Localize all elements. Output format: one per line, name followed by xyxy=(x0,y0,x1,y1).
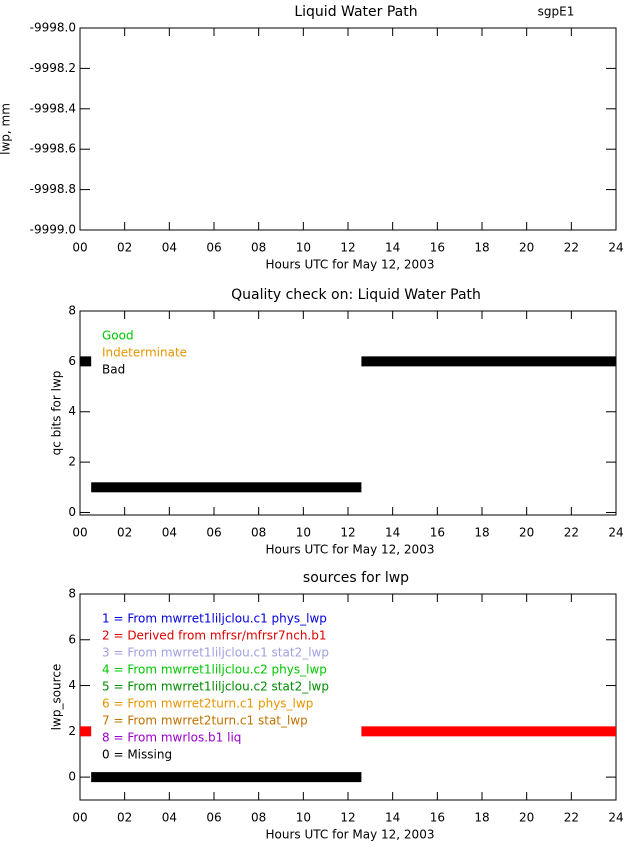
x-tick-label: 18 xyxy=(474,241,489,255)
x-tick-label: 00 xyxy=(72,811,87,825)
y-tick-label: -9998.4 xyxy=(30,101,76,115)
x-tick-label: 18 xyxy=(474,811,489,825)
x-tick-label: 18 xyxy=(474,526,489,540)
chart-title: sources for lwp xyxy=(303,570,409,586)
legend-entry: 3 = From mwrret1liljclou.c1 stat2_lwp xyxy=(102,646,329,660)
y-tick-label: 4 xyxy=(68,678,76,692)
legend-entry: 2 = Derived from mfrsr/mfrsr7nch.b1 xyxy=(102,629,326,643)
y-tick-label: -9998.8 xyxy=(30,182,76,196)
chart-title: Quality check on: Liquid Water Path xyxy=(231,287,481,303)
x-tick-label: 02 xyxy=(117,241,132,255)
chart-title: Liquid Water Path xyxy=(294,4,417,20)
x-tick-label: 14 xyxy=(385,526,400,540)
bar xyxy=(361,356,616,367)
y-axis-label: lwp, mm xyxy=(0,103,13,155)
x-tick-label: 12 xyxy=(340,526,355,540)
y-tick-label: 4 xyxy=(68,404,76,418)
x-tick-label: 16 xyxy=(430,526,445,540)
x-tick-label: 24 xyxy=(608,811,623,825)
x-tick-label: 08 xyxy=(251,241,266,255)
x-tick-label: 22 xyxy=(564,526,579,540)
legend-entry: 5 = From mwrret1liljclou.c2 stat2_lwp xyxy=(102,680,329,694)
y-tick-label: 8 xyxy=(68,587,76,601)
y-tick-label: 6 xyxy=(68,632,76,646)
x-tick-label: 04 xyxy=(162,526,177,540)
x-tick-label: 20 xyxy=(519,241,534,255)
legend-entry: 6 = From mwrret2turn.c1 phys_lwp xyxy=(102,697,313,711)
legend-entry: Bad xyxy=(102,363,125,377)
y-tick-label: 8 xyxy=(68,304,76,318)
y-tick-label: 6 xyxy=(68,354,76,368)
x-tick-label: 12 xyxy=(340,241,355,255)
y-tick-label: -9998.0 xyxy=(30,21,76,35)
x-tick-label: 12 xyxy=(340,811,355,825)
bar xyxy=(361,726,616,737)
x-tick-label: 04 xyxy=(162,241,177,255)
x-tick-label: 08 xyxy=(251,526,266,540)
y-tick-label: -9999.0 xyxy=(30,223,76,237)
y-tick-label: -9998.6 xyxy=(30,142,76,156)
x-tick-label: 14 xyxy=(385,811,400,825)
legend-entry: 1 = From mwrret1liljclou.c1 phys_lwp xyxy=(102,612,327,626)
y-tick-label: 0 xyxy=(68,505,76,519)
plot-frame xyxy=(79,27,617,231)
x-tick-label: 10 xyxy=(296,241,311,255)
x-tick-label: 22 xyxy=(564,241,579,255)
y-tick-label: 0 xyxy=(68,770,76,784)
y-tick-label: 2 xyxy=(68,455,76,469)
x-tick-label: 14 xyxy=(385,241,400,255)
bar xyxy=(91,482,362,493)
bar xyxy=(80,726,92,737)
x-tick-label: 10 xyxy=(296,526,311,540)
y-axis-label: lwp_source xyxy=(50,664,64,731)
x-tick-label: 24 xyxy=(608,241,623,255)
legend-entry: Good xyxy=(102,329,134,343)
legend-entry: 0 = Missing xyxy=(102,748,172,762)
x-tick-label: 20 xyxy=(519,811,534,825)
bar xyxy=(80,356,92,367)
y-tick-label: 2 xyxy=(68,724,76,738)
x-tick-label: 06 xyxy=(206,811,221,825)
x-tick-label: 00 xyxy=(72,241,87,255)
x-tick-label: 02 xyxy=(117,811,132,825)
x-tick-label: 08 xyxy=(251,811,266,825)
legend-entry: 8 = From mwrlos.b1 liq xyxy=(102,731,241,745)
x-tick-label: 16 xyxy=(430,241,445,255)
x-tick-label: 16 xyxy=(430,811,445,825)
bar xyxy=(91,772,362,783)
x-tick-label: 02 xyxy=(117,526,132,540)
x-tick-label: 24 xyxy=(608,526,623,540)
annotation: sgpE1 xyxy=(538,5,575,19)
x-tick-label: 00 xyxy=(72,526,87,540)
x-tick-label: 06 xyxy=(206,526,221,540)
legend-entry: 7 = From mwrret2turn.c1 stat_lwp xyxy=(102,714,308,728)
x-tick-label: 04 xyxy=(162,811,177,825)
x-axis-label: Hours UTC for May 12, 2003 xyxy=(266,258,435,272)
x-tick-label: 22 xyxy=(564,811,579,825)
legend-entry: Indeterminate xyxy=(102,346,187,360)
legend-entry: 4 = From mwrret1liljclou.c2 phys_lwp xyxy=(102,663,327,677)
y-tick-label: -9998.2 xyxy=(30,61,76,75)
y-axis-label: qc bits for lwp xyxy=(50,371,64,456)
x-axis-label: Hours UTC for May 12, 2003 xyxy=(266,543,435,557)
x-tick-label: 20 xyxy=(519,526,534,540)
x-tick-label: 10 xyxy=(296,811,311,825)
x-axis-label: Hours UTC for May 12, 2003 xyxy=(266,828,435,842)
x-tick-label: 06 xyxy=(206,241,221,255)
